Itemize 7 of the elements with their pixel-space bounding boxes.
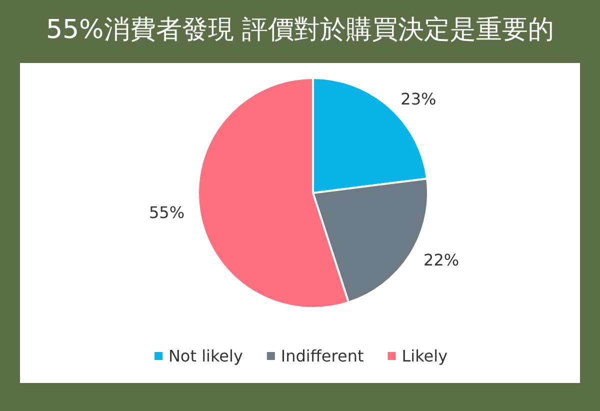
data-label: 55% [148, 203, 185, 222]
data-label: 22% [424, 250, 460, 270]
legend-label: Not likely [168, 346, 243, 366]
legend-label: Indifferent [280, 346, 364, 366]
legend-label: Likely [402, 346, 448, 366]
data-label: 23% [400, 90, 436, 109]
chart-title: 55%消費者發現 評價對於購買決定是重要的 [46, 15, 554, 45]
